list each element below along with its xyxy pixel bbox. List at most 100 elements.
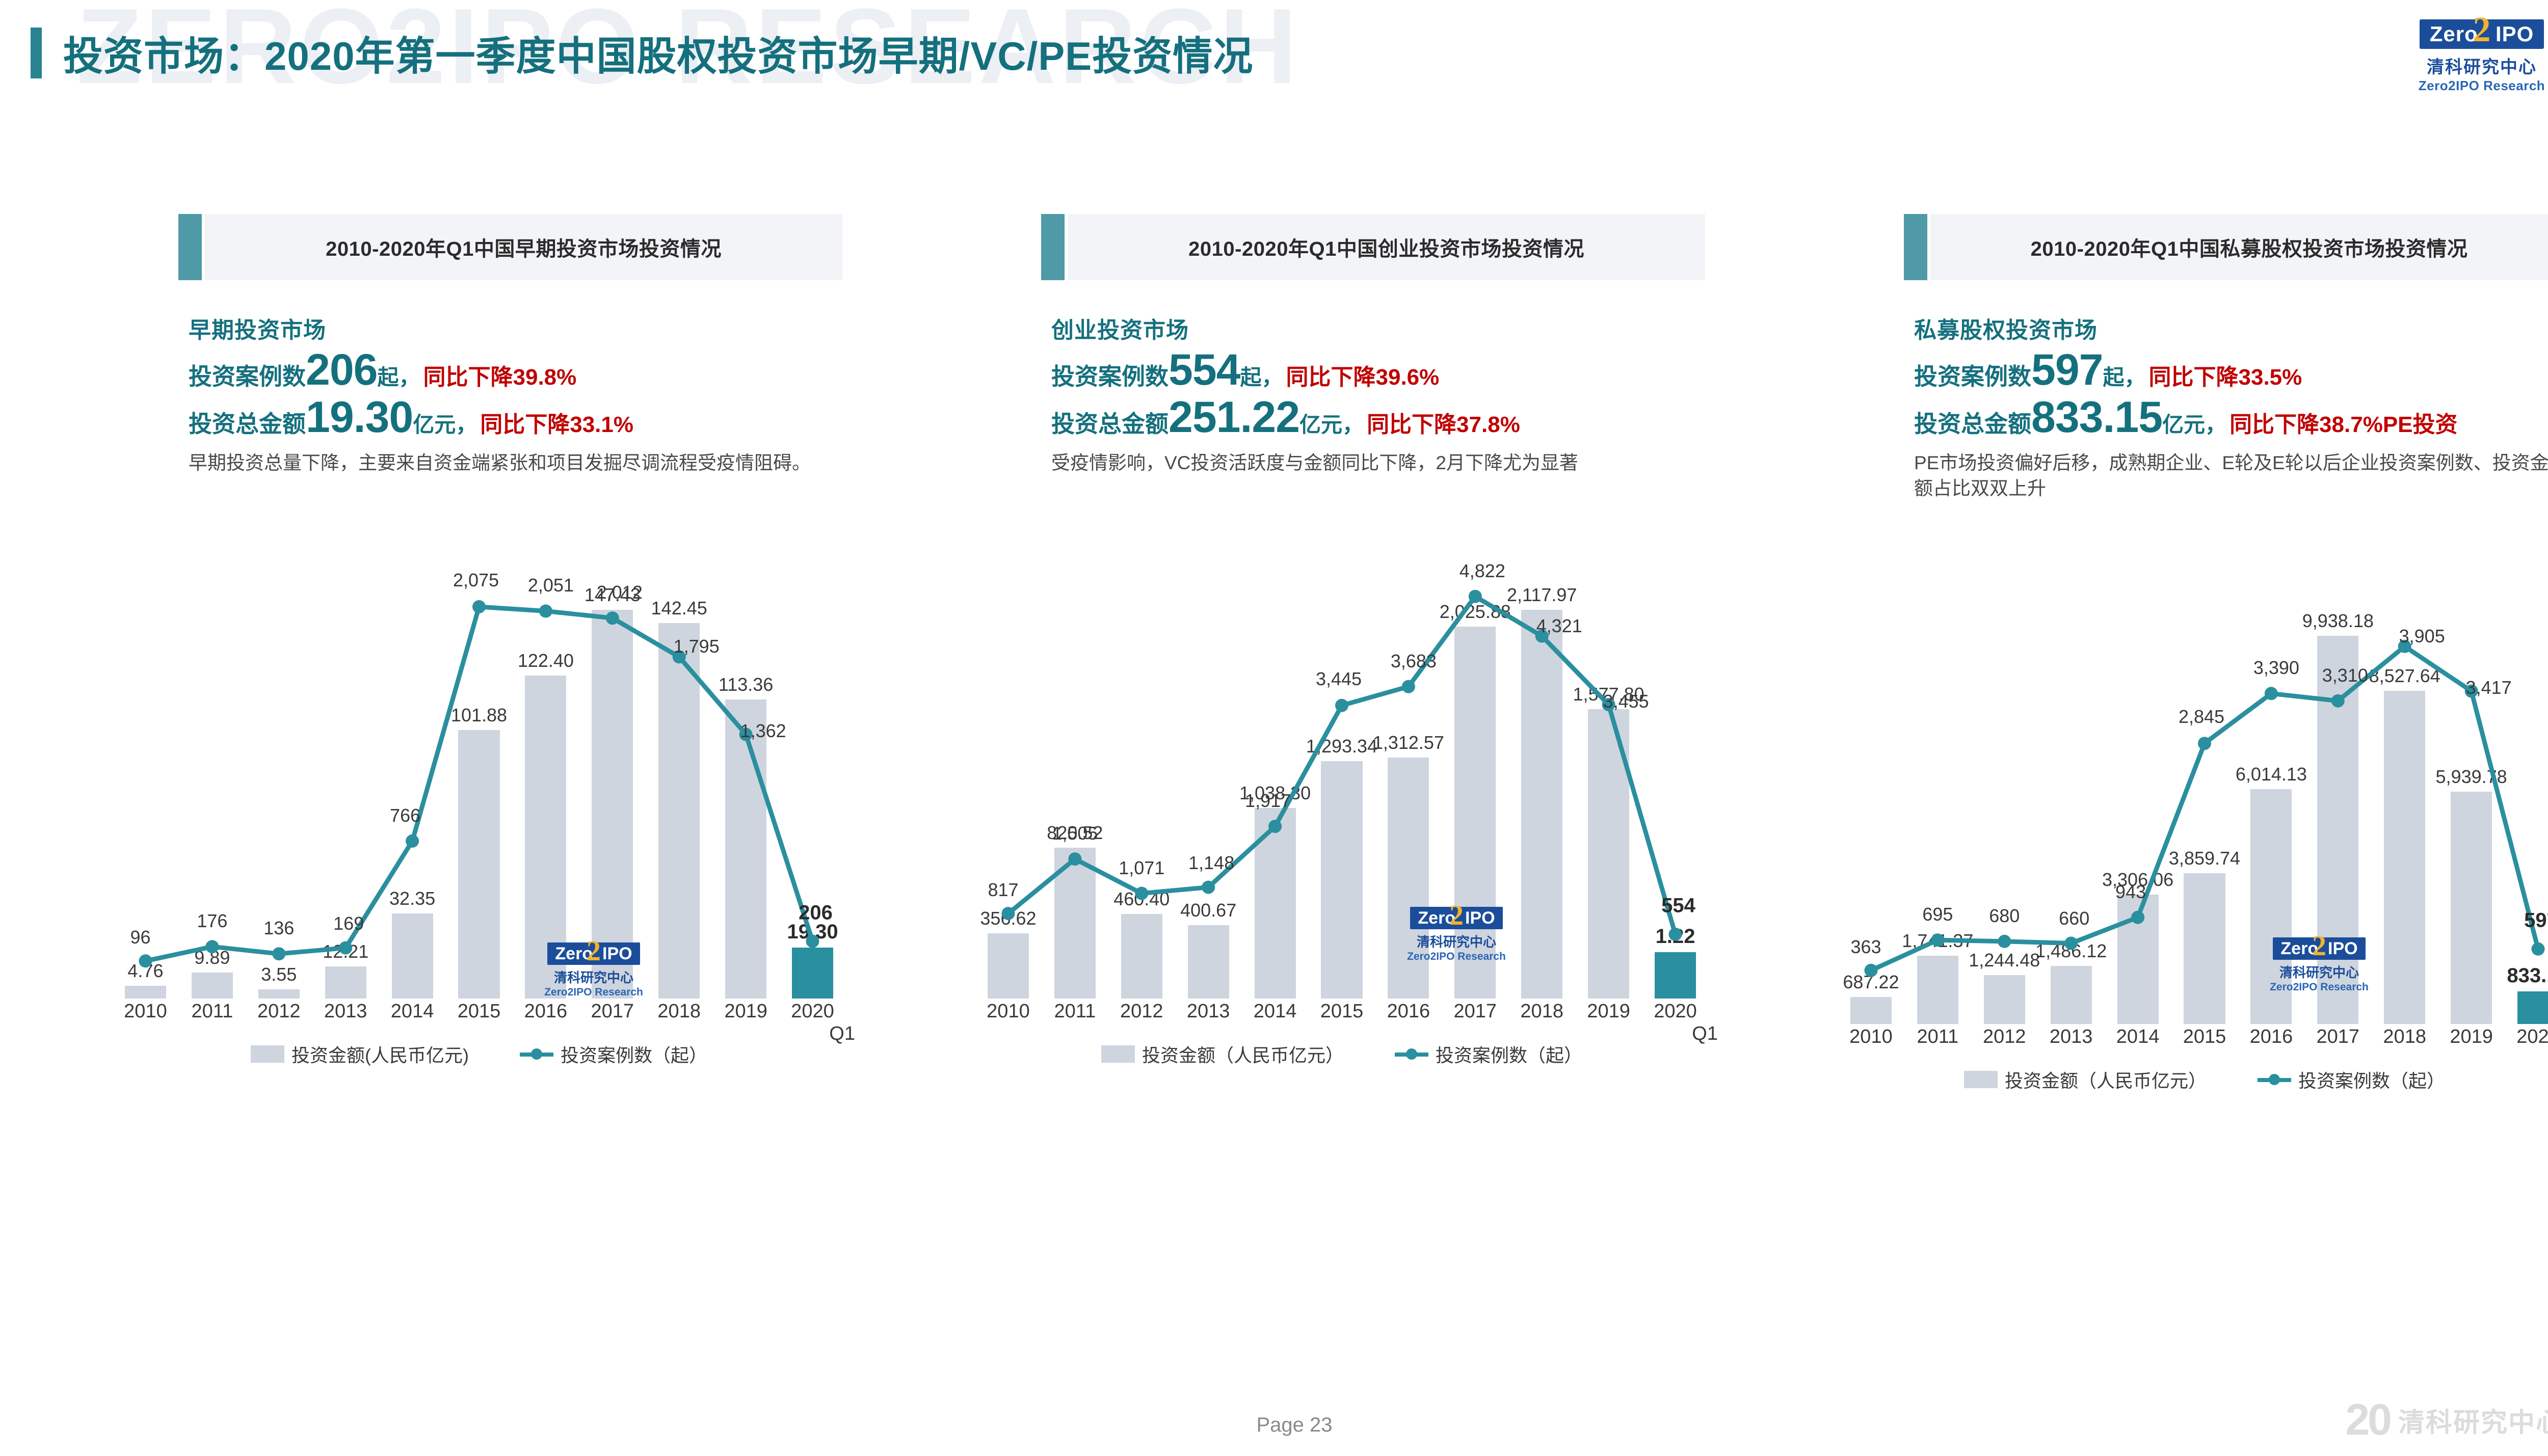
- x-axis-tick: 2014: [1253, 1000, 1297, 1022]
- panel-3: 2010-2020年Q1中国私募股权投资市场投资情况 私募股权投资市场 投资案例…: [1726, 214, 2548, 1091]
- legend-line-marker-icon: [519, 1045, 553, 1063]
- footer-logo: 20 清科研究中心: [2345, 1398, 2548, 1442]
- x-axis-tick: 2013: [324, 1000, 367, 1022]
- bar: [258, 989, 300, 999]
- market-name: 私募股权投资市场: [1914, 318, 2098, 343]
- bar: [124, 986, 167, 999]
- stat-cases-value: 597: [2031, 345, 2103, 394]
- bar-slot: 1,312.57: [1372, 484, 1444, 999]
- x-axis: 2010 2011 2012 2013 2014 2015 2016 2017 2018 2019…: [975, 1000, 1718, 1044]
- stat-cases-label: 投资案例数: [1914, 363, 2031, 390]
- bar: [987, 933, 1029, 999]
- bar: [2451, 792, 2492, 1024]
- bar-value-label: 3,859.74: [2168, 847, 2241, 869]
- brand-logo: Zero IPO 2 清科研究中心 Zero2IPO Research: [2395, 12, 2548, 94]
- line-point-label: 597: [2524, 909, 2548, 932]
- stat-amount-label: 投资总金额: [1914, 411, 2031, 437]
- stat-amount-value: 833.15: [2031, 393, 2163, 442]
- stat-cases-unit: 起，: [377, 365, 420, 389]
- panel-title: 2010-2020年Q1中国私募股权投资市场投资情况: [2030, 238, 2468, 260]
- bar-slot: 19.30: [779, 484, 846, 999]
- line-point-label: 1,148: [1188, 852, 1235, 873]
- x-axis-tick: 2012: [1982, 1026, 2026, 1047]
- chart-watermark-two: 2: [1449, 899, 1464, 931]
- x-axis-tick: 2017: [591, 1000, 634, 1022]
- stat-amount-value: 251.22: [1169, 393, 1300, 442]
- bar-value-label: 1,312.57: [1372, 732, 1444, 753]
- panel-note: PE市场投资偏好后移，成熟期企业、E轮及E轮以后企业投资案例数、投资金额占比双双…: [1914, 452, 2548, 499]
- x-axis-tick: 2016: [524, 1000, 568, 1022]
- stat-amount-delta: 同比下降33.1%: [480, 412, 633, 437]
- line-point-label: 3,390: [2253, 657, 2299, 679]
- bar-slot: 3,859.74: [2168, 509, 2241, 1024]
- stat-amount-unit: 亿元，: [1299, 413, 1364, 437]
- line-point-label: 3,310: [2322, 664, 2368, 686]
- bar: [458, 730, 500, 999]
- chart-1: 4.76 9.89 3.55 12.21 32.35 101.88 122.40…: [20, 484, 855, 1066]
- chart-watermark-en: Zero2IPO Research: [2270, 981, 2369, 993]
- chart-plot-area: 356.62 820.52 460.40 400.67 1,038.30 1,2…: [975, 484, 1709, 999]
- bar-slot: 6,014.13: [2236, 509, 2307, 1024]
- panel-1: 2010-2020年Q1中国早期投资市场投资情况 早期投资市场 投资案例数 20…: [0, 214, 863, 1080]
- x-axis-tick: 2018: [2383, 1026, 2426, 1047]
- chart-watermark-logo: Zero IPO 2 清科研究中心 Zero2IPO Research: [2245, 932, 2393, 993]
- x-axis-tick: 2013: [1186, 1000, 1230, 1022]
- legend-line-marker-icon: [2258, 1071, 2291, 1088]
- bar-slot: 1,244.48: [1969, 509, 2040, 1024]
- bar: [2517, 991, 2548, 1024]
- x-axis: 2010 2011 2012 2013 2014 2015 2016 2017 2018 2019…: [112, 1000, 855, 1044]
- slide-title-bar: 投资市场：2020年第一季度中国股权投资市场早期/VC/PE投资情况: [31, 24, 1253, 82]
- bar-value-label: 101.88: [450, 704, 508, 725]
- legend-line-marker-icon: [1395, 1045, 1428, 1063]
- brand-logo-ipo: IPO: [2495, 22, 2534, 46]
- chart-watermark-two: 2: [586, 935, 601, 967]
- chart-watermark-box: Zero IPO 2: [2273, 932, 2366, 960]
- panel-stats: 早期投资市场 投资案例数 206 起， 同比下降39.8% 投资总金额 19.3…: [189, 312, 842, 439]
- panel-header-accent: [1904, 214, 1927, 280]
- chart-2: 356.62 820.52 460.40 400.67 1,038.30 1,2…: [883, 484, 1718, 1066]
- chart-watermark-logo: Zero IPO 2 清科研究中心 Zero2IPO Research: [520, 937, 668, 999]
- panel-note: 早期投资总量下降，主要来自资金端紧张和项目发掘尽调流程受疫情阻碍。: [189, 452, 811, 473]
- line-point-label: 136: [263, 918, 295, 939]
- panel-header-body: 2010-2020年Q1中国早期投资市场投资情况: [205, 214, 842, 280]
- bar: [1850, 997, 1892, 1024]
- legend-item-amount: 投资金额（人民币亿元）: [1101, 1041, 1344, 1067]
- panel-header-body: 2010-2020年Q1中国创业投资市场投资情况: [1068, 214, 1705, 280]
- x-axis-q1-mark: Q1: [1692, 1022, 1718, 1044]
- brand-logo-two: 2: [2473, 10, 2491, 49]
- line-point-label: 1,917: [1245, 790, 1291, 812]
- stat-cases-row: 投资案例数 554 起， 同比下降39.6%: [1051, 345, 1705, 394]
- stat-cases-row: 投资案例数 597 起， 同比下降33.5%: [1914, 345, 2548, 394]
- bar-slot: 142.45: [646, 484, 712, 999]
- chart-watermark-two: 2: [2312, 930, 2326, 962]
- legend-bar-swatch-icon: [1963, 1070, 1998, 1088]
- legend-line-label: 投资案例数（起）: [560, 1044, 707, 1066]
- line-point-label: 943: [2115, 881, 2146, 902]
- x-axis-tick: 2010: [1849, 1026, 1893, 1047]
- x-axis-tick: 2011: [1054, 1000, 1096, 1022]
- panel-header-accent: [1041, 214, 1065, 280]
- x-axis-q1-mark: Q1: [829, 1022, 855, 1044]
- line-point-label: 4,321: [1536, 615, 1582, 636]
- legend-bar-swatch-icon: [1101, 1045, 1135, 1063]
- line-point-label: 169: [333, 912, 364, 934]
- bar-value-label: 2,117.97: [1506, 584, 1577, 606]
- title-accent-bar: [31, 28, 42, 78]
- stat-cases-value: 554: [1169, 345, 1240, 394]
- stat-amount-label: 投资总金额: [189, 411, 306, 437]
- line-point-label: 3,455: [1603, 691, 1649, 712]
- bar: [1454, 627, 1496, 999]
- bar-value-label: 400.67: [1180, 899, 1237, 921]
- x-axis-tick: 2015: [457, 1000, 501, 1022]
- panel-stats: 创业投资市场 投资案例数 554 起， 同比下降39.6% 投资总金额 251.…: [1051, 312, 1705, 439]
- brand-logo-zero: Zero: [2429, 22, 2478, 46]
- line-point-label: 3,683: [1390, 650, 1437, 671]
- chart-legend: 投资金额（人民币亿元） 投资案例数（起）: [975, 1041, 1709, 1067]
- bar: [2184, 873, 2225, 1024]
- footer-logo-cn: 清科研究中心: [2398, 1408, 2548, 1438]
- line-point-label: 3,417: [2465, 677, 2512, 698]
- chart-plot-area: 687.22 1,741.37 1,244.48 1,486.12 3,306.…: [1838, 509, 2548, 1024]
- bar: [1983, 975, 2025, 1024]
- bar: [658, 623, 700, 999]
- bar-slot: 400.67: [1175, 484, 1242, 999]
